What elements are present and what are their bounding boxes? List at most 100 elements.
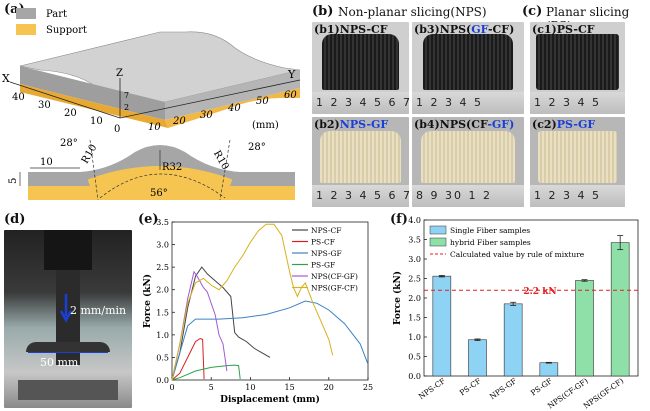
speed-label: 2 mm/min bbox=[70, 304, 127, 317]
panel-c-label: (c) bbox=[522, 4, 543, 19]
panel-e-label: (e) bbox=[138, 212, 159, 227]
y-tick-label: 0.5 bbox=[408, 353, 421, 362]
legend-label-NPS-GF: NPS-GF bbox=[311, 249, 342, 258]
bar-NPS(CF-GF) bbox=[575, 280, 594, 377]
reference-line-label: 2.2 kN bbox=[523, 287, 556, 297]
series-line-NPS(CF-GF) bbox=[171, 270, 228, 381]
sample-c1 bbox=[535, 34, 620, 90]
legend-mixture-label: Calculated value by rule of mixture bbox=[450, 250, 585, 259]
axis-y-label: Y bbox=[287, 68, 296, 81]
x-tick-label: 20 bbox=[324, 383, 334, 392]
x-tick-0: 0 bbox=[114, 124, 120, 135]
y-tick-label: 0.5 bbox=[156, 353, 169, 362]
dim-width: 10 bbox=[40, 157, 53, 168]
ruler-b3: 1 2 3 4 5 bbox=[412, 92, 524, 114]
y-tick-label: 4.0 bbox=[408, 216, 421, 225]
photo-b4-label: (b4)NPS(CF-GF) bbox=[414, 118, 515, 131]
bar-NPS-GF bbox=[503, 303, 523, 377]
panel-d-label: (d) bbox=[4, 212, 26, 227]
x-tick-label-PS-GF: PS-GF bbox=[529, 376, 554, 397]
legend-label-NPS(GF-CF): NPS(GF-CF) bbox=[311, 284, 358, 293]
x-tick-label: 0 bbox=[169, 383, 174, 392]
y-tick-label: 3.0 bbox=[408, 255, 421, 264]
dim-r-center: R32 bbox=[162, 162, 182, 173]
legend-support-label: Support bbox=[46, 25, 87, 36]
photo-c2: (c2)PS-GF 1 2 3 4 5 bbox=[530, 117, 625, 207]
force-displacement-chart: 0.0 0.5 1.0 1.5 2.0 2.5 3.0 3.5 0 5 10 15 20 25 Displa… bbox=[142, 218, 373, 405]
series-line-PS-CF bbox=[171, 337, 205, 381]
x-tick-label: 10 bbox=[245, 383, 255, 392]
y-tick-label: 1.5 bbox=[156, 308, 169, 317]
legend-label-PS-CF: PS-CF bbox=[311, 238, 335, 247]
y-tick-label: 1.5 bbox=[408, 314, 421, 323]
legend-part-label: Part bbox=[46, 9, 67, 20]
photo-b2-label: (b2)NPS-GF bbox=[314, 118, 389, 131]
legend-hybrid-swatch bbox=[429, 237, 447, 247]
gauge-label: 50 mm bbox=[40, 356, 79, 369]
y-tick-label: 2.0 bbox=[156, 286, 169, 295]
axis-x-label: X bbox=[2, 72, 10, 85]
lower-fixture bbox=[18, 380, 118, 400]
y-tick-10: 10 bbox=[148, 122, 161, 133]
photo-b1: (b1)NPS-CF 1 2 3 4 5 6 7 bbox=[312, 22, 409, 114]
legend-single-swatch bbox=[429, 225, 447, 235]
photo-c1-label: (c1)PS-CF bbox=[532, 23, 595, 36]
legend-part-swatch bbox=[16, 8, 36, 19]
panel-f-label: (f) bbox=[390, 212, 408, 227]
sample-b1 bbox=[321, 34, 400, 90]
legend-label-PS-GF: PS-GF bbox=[311, 261, 335, 270]
series-line-PS-GF bbox=[171, 364, 241, 381]
photo-b3: (b3)NPS(GF-CF) 1 2 3 4 5 bbox=[412, 22, 524, 114]
x-tick-label: 15 bbox=[285, 383, 295, 392]
x-tick-label-PS-CF: PS-CF bbox=[458, 376, 483, 397]
dim-angle-right: 28° bbox=[248, 142, 266, 153]
y-tick-30: 30 bbox=[200, 110, 213, 121]
y-axis-label: Force (kN) bbox=[392, 271, 403, 325]
y-tick-label: 3.5 bbox=[408, 236, 421, 245]
y-tick-label: 2.5 bbox=[156, 263, 169, 272]
y-tick-40: 40 bbox=[227, 103, 241, 114]
axis-z-label: Z bbox=[116, 68, 123, 79]
ruler-c2: 1 2 3 4 5 bbox=[530, 185, 625, 207]
dim-arc: 56° bbox=[150, 188, 168, 199]
z-tick-2: 2 bbox=[124, 103, 129, 112]
x-tick-label: 25 bbox=[363, 383, 373, 392]
y-tick-label: 2.0 bbox=[408, 294, 421, 303]
bar-NPS(GF-CF) bbox=[610, 242, 630, 377]
ruler-b4: 8 9 30 1 2 bbox=[412, 185, 524, 207]
y-tick-label: 1.0 bbox=[156, 331, 169, 340]
y-tick-60: 60 bbox=[284, 90, 297, 101]
dim-height: 5 bbox=[8, 178, 19, 184]
photo-tensile-test: 2 mm/min 50 mm bbox=[4, 230, 132, 408]
support-arch bbox=[26, 342, 110, 352]
x-tick-label-NPS-GF: NPS-GF bbox=[488, 376, 518, 401]
legend-label-NPS-CF: NPS-CF bbox=[311, 226, 342, 235]
photo-b2: (b2)NPS-GF 1 2 3 4 5 6 7 bbox=[312, 117, 409, 207]
series-line-NPS-GF bbox=[171, 300, 369, 381]
sample-b4 bbox=[420, 131, 516, 183]
x-tick-40: 40 bbox=[12, 92, 25, 103]
y-tick-20: 20 bbox=[172, 116, 186, 127]
x-tick-label: 5 bbox=[209, 383, 214, 392]
photo-c2-label: (c2)PS-GF bbox=[532, 118, 596, 131]
z-tick-7: 7 bbox=[124, 91, 129, 100]
support-side bbox=[165, 88, 300, 128]
y-tick-50: 50 bbox=[256, 96, 269, 107]
gauge-line bbox=[28, 352, 108, 353]
legend-hybrid-label: hybrid Fiber samples bbox=[450, 238, 531, 247]
bar-PS-GF bbox=[539, 362, 559, 377]
series-line-NPS(GF-CF) bbox=[171, 223, 334, 381]
dim-angle-left: 28° bbox=[60, 138, 78, 149]
photo-b1-label: (b1)NPS-CF bbox=[314, 23, 388, 36]
part-front-face bbox=[20, 66, 165, 120]
x-tick-30: 30 bbox=[38, 100, 51, 111]
panel-a-geometry-drawing: Part Support X Y Z 7 2 40 30 20 10 0 10 … bbox=[2, 8, 301, 201]
panel-b-title: Non-planar slicing(NPS) bbox=[338, 5, 487, 19]
y-tick-label: 2.5 bbox=[408, 275, 421, 284]
x-tick-label-NPS-CF: NPS-CF bbox=[417, 376, 447, 401]
unit-label: (mm) bbox=[252, 120, 279, 131]
photo-b4: (b4)NPS(CF-GF) 8 9 30 1 2 bbox=[412, 117, 524, 207]
panel-b-label: (b) bbox=[312, 4, 334, 19]
part-side-face bbox=[165, 70, 300, 120]
y-tick-label: 0.0 bbox=[156, 376, 169, 385]
